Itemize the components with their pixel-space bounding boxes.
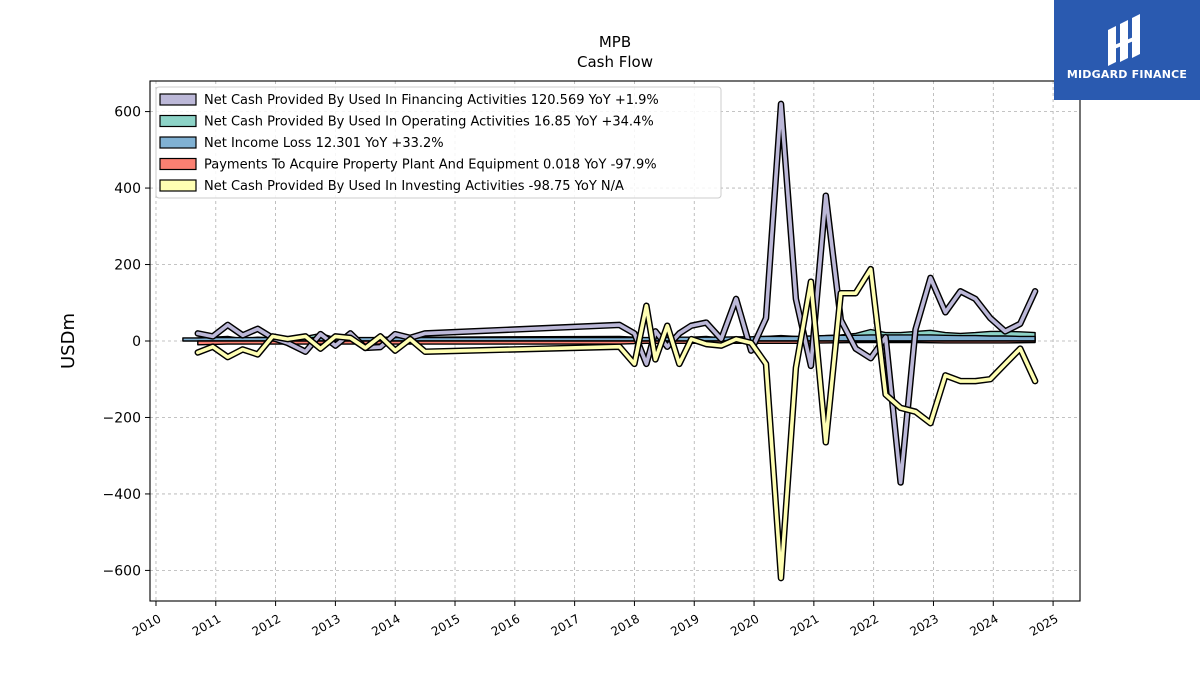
legend-swatch-4 <box>159 179 197 192</box>
x-tick-label: 2016 <box>489 611 522 638</box>
x-axis: 2010 2011 2012 2013 2014 2015 2016 2017 2018 2019… <box>130 601 1061 639</box>
x-tick-label: 2018 <box>608 611 641 638</box>
chart-title: MPB <box>599 33 631 51</box>
y-tick-label: −600 <box>103 563 141 579</box>
legend-swatch-2 <box>159 136 197 149</box>
x-tick-label: 2020 <box>728 611 761 638</box>
y-axis: −600 −400 −200 0 200 400 600 <box>103 105 150 579</box>
y-tick-label: 400 <box>114 181 141 197</box>
x-tick-label: 2019 <box>668 611 701 638</box>
series-line-4 <box>196 267 1037 580</box>
y-tick-label: −200 <box>103 410 141 426</box>
x-tick-label: 2017 <box>549 611 582 638</box>
x-tick-label: 2022 <box>848 611 881 638</box>
y-axis-label: USDm <box>58 313 79 369</box>
legend-entry-3: Payments To Acquire Property Plant And E… <box>204 158 657 173</box>
x-tick-label: 2023 <box>908 611 941 638</box>
legend-swatch-0 <box>159 93 197 106</box>
y-tick-label: 0 <box>132 334 141 350</box>
chart-subtitle: Cash Flow <box>577 53 653 71</box>
x-tick-label: 2025 <box>1027 611 1060 638</box>
legend-entry-0: Net Cash Provided By Used In Financing A… <box>204 93 659 108</box>
y-tick-label: 600 <box>114 105 141 121</box>
x-tick-label: 2010 <box>130 611 163 638</box>
legend-swatch-1 <box>159 114 197 128</box>
x-tick-label: 2012 <box>250 611 283 638</box>
x-tick-label: 2015 <box>429 611 462 638</box>
legend: Net Cash Provided By Used In Financing A… <box>155 86 722 199</box>
x-tick-label: 2024 <box>967 611 1000 638</box>
legend-entry-1: Net Cash Provided By Used In Operating A… <box>204 115 654 130</box>
line-series <box>194 100 1039 582</box>
midgard-finance-logo: MIDGARD FINANCE <box>1054 0 1200 100</box>
y-tick-label: 200 <box>114 258 141 274</box>
x-tick-label: 2011 <box>190 611 223 638</box>
legend-swatch-3 <box>159 157 197 171</box>
legend-entry-2: Net Income Loss 12.301 YoY +33.2% <box>204 136 444 151</box>
legend-box <box>155 86 722 199</box>
x-tick-label: 2014 <box>369 611 402 638</box>
logo-mark-icon <box>1108 14 1140 66</box>
legend-entry-4: Net Cash Provided By Used In Investing A… <box>204 179 624 194</box>
y-tick-label: −400 <box>103 487 141 503</box>
logo-text: MIDGARD FINANCE <box>1066 68 1188 81</box>
x-tick-label: 2021 <box>788 611 821 638</box>
x-tick-label: 2013 <box>309 611 342 638</box>
